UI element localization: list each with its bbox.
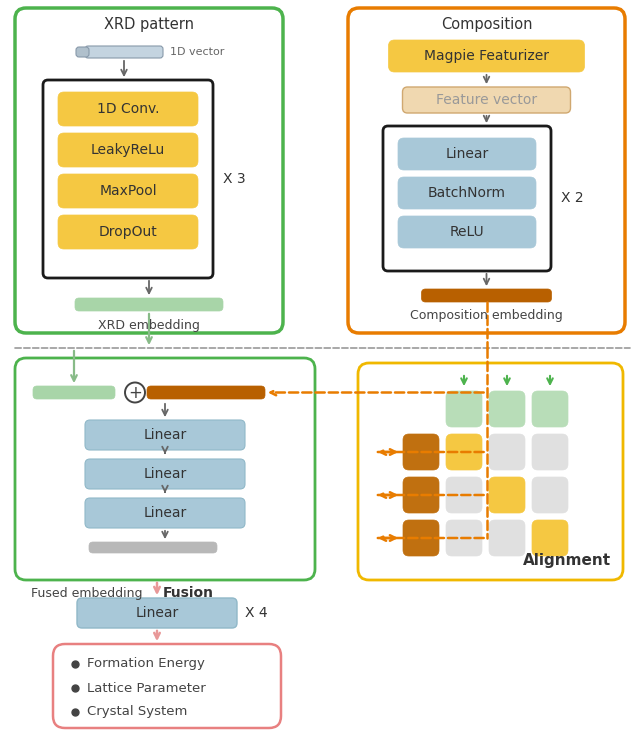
- FancyBboxPatch shape: [76, 47, 89, 57]
- FancyBboxPatch shape: [358, 363, 623, 580]
- FancyBboxPatch shape: [398, 177, 536, 209]
- FancyBboxPatch shape: [58, 215, 198, 249]
- FancyBboxPatch shape: [403, 434, 439, 470]
- FancyBboxPatch shape: [85, 46, 163, 58]
- FancyBboxPatch shape: [388, 40, 584, 72]
- Text: XRD pattern: XRD pattern: [104, 17, 194, 31]
- FancyBboxPatch shape: [403, 87, 570, 113]
- FancyBboxPatch shape: [398, 216, 536, 248]
- Text: Alignment: Alignment: [523, 553, 611, 568]
- FancyBboxPatch shape: [446, 434, 482, 470]
- Text: Formation Energy: Formation Energy: [87, 658, 205, 670]
- FancyBboxPatch shape: [446, 477, 482, 513]
- Text: Magpie Featurizer: Magpie Featurizer: [424, 49, 549, 63]
- FancyBboxPatch shape: [446, 391, 482, 427]
- Text: X 3: X 3: [223, 172, 246, 186]
- FancyBboxPatch shape: [383, 126, 551, 271]
- FancyBboxPatch shape: [75, 298, 223, 311]
- FancyBboxPatch shape: [489, 391, 525, 427]
- Text: Linear: Linear: [143, 467, 187, 481]
- FancyBboxPatch shape: [58, 92, 198, 126]
- Text: Linear: Linear: [445, 147, 488, 161]
- FancyBboxPatch shape: [403, 477, 439, 513]
- Text: Composition embedding: Composition embedding: [410, 310, 563, 323]
- FancyBboxPatch shape: [398, 138, 536, 170]
- Text: Composition: Composition: [441, 17, 532, 31]
- FancyBboxPatch shape: [489, 434, 525, 470]
- FancyBboxPatch shape: [532, 434, 568, 470]
- Text: BatchNorm: BatchNorm: [428, 186, 506, 200]
- Text: XRD embedding: XRD embedding: [98, 318, 200, 331]
- Text: Fused embedding: Fused embedding: [31, 586, 143, 599]
- FancyBboxPatch shape: [58, 174, 198, 208]
- Text: Linear: Linear: [143, 428, 187, 442]
- FancyBboxPatch shape: [85, 498, 245, 528]
- FancyBboxPatch shape: [58, 133, 198, 167]
- FancyBboxPatch shape: [15, 358, 315, 580]
- Text: 1D vector: 1D vector: [170, 47, 225, 57]
- FancyBboxPatch shape: [532, 477, 568, 513]
- FancyBboxPatch shape: [43, 80, 213, 278]
- FancyBboxPatch shape: [89, 542, 217, 553]
- FancyBboxPatch shape: [53, 644, 281, 728]
- Text: Linear: Linear: [136, 606, 179, 620]
- Text: Feature vector: Feature vector: [436, 93, 537, 107]
- Text: DropOut: DropOut: [99, 225, 157, 239]
- FancyBboxPatch shape: [403, 520, 439, 556]
- Text: +: +: [128, 383, 142, 402]
- Text: 1D Conv.: 1D Conv.: [97, 102, 159, 116]
- FancyBboxPatch shape: [348, 8, 625, 333]
- Text: Fusion: Fusion: [163, 586, 214, 600]
- FancyBboxPatch shape: [85, 420, 245, 450]
- FancyBboxPatch shape: [489, 477, 525, 513]
- Text: ReLU: ReLU: [450, 225, 484, 239]
- FancyBboxPatch shape: [77, 598, 237, 628]
- Text: X 2: X 2: [561, 191, 584, 206]
- FancyBboxPatch shape: [532, 520, 568, 556]
- FancyBboxPatch shape: [532, 391, 568, 427]
- FancyBboxPatch shape: [422, 289, 552, 302]
- Text: MaxPool: MaxPool: [99, 184, 157, 198]
- FancyBboxPatch shape: [446, 520, 482, 556]
- Text: Lattice Parameter: Lattice Parameter: [87, 682, 205, 694]
- FancyBboxPatch shape: [15, 8, 283, 333]
- Text: Linear: Linear: [143, 506, 187, 520]
- FancyBboxPatch shape: [147, 386, 265, 399]
- FancyBboxPatch shape: [33, 386, 115, 399]
- Text: Crystal System: Crystal System: [87, 705, 188, 718]
- Text: LeakyReLu: LeakyReLu: [91, 143, 165, 157]
- Text: X 4: X 4: [245, 606, 268, 620]
- FancyBboxPatch shape: [85, 459, 245, 489]
- FancyBboxPatch shape: [489, 520, 525, 556]
